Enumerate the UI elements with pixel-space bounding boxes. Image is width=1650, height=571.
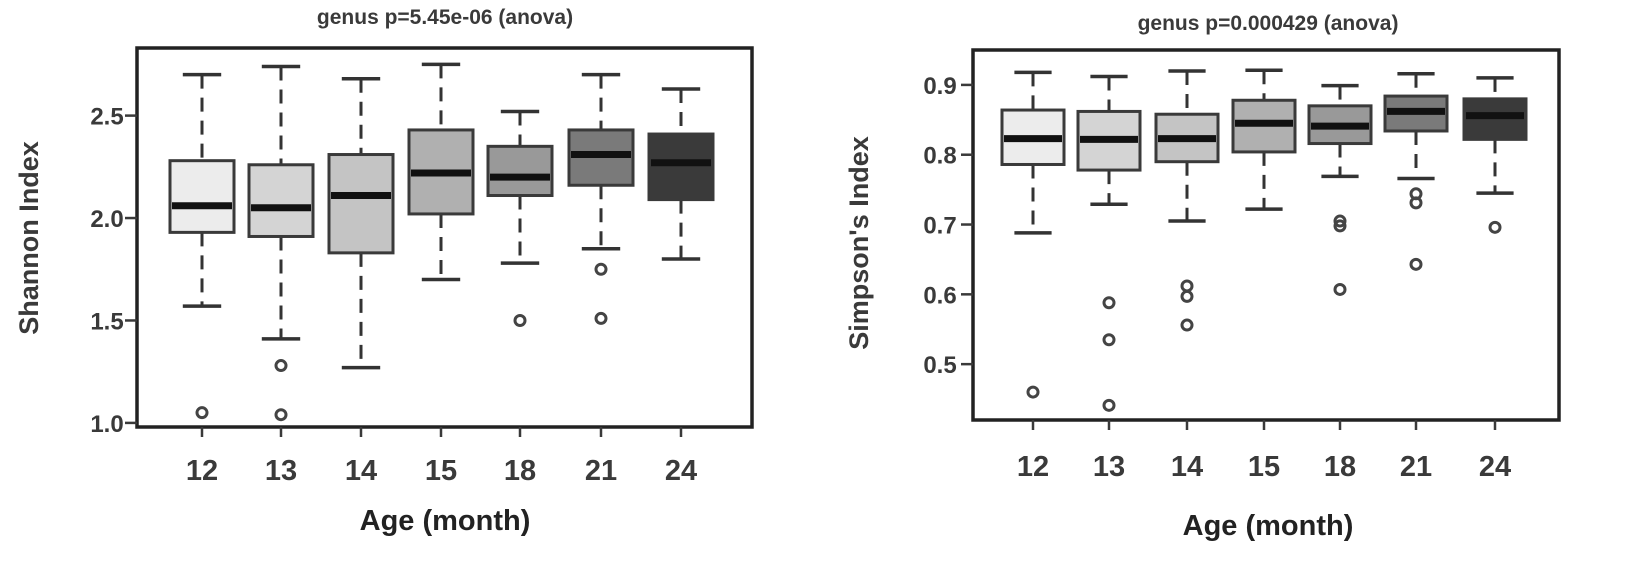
outlier-point (1488, 220, 1502, 234)
outlier-point (1180, 289, 1194, 303)
x-tick-label: 14 (1171, 451, 1203, 483)
x-tick-label: 14 (345, 455, 377, 487)
boxplot-panel-2: genus p=0.000429 (anova) 0.5 0.6 0.7 0.8 0.9 1… (844, 12, 1561, 542)
y-tick-label: 2.0 (90, 206, 123, 233)
box-12 (1000, 70, 1066, 399)
outlier-point (274, 408, 288, 422)
iqr-box (327, 153, 395, 255)
x-axis-label: Age (month) (1183, 510, 1354, 542)
box-21 (567, 72, 635, 325)
outlier-point (1102, 398, 1116, 412)
y-tick-label: 0.5 (923, 352, 956, 379)
x-tick-label: 18 (504, 455, 536, 487)
plot-frame (135, 46, 754, 429)
box-21 (1383, 71, 1449, 271)
outlier-point (513, 313, 527, 327)
x-tick-label: 21 (1400, 451, 1432, 483)
x-tick-label: 12 (1017, 451, 1049, 483)
y-tick-label: 1.0 (90, 411, 123, 438)
outlier-point (594, 262, 608, 276)
outlier-point (1180, 279, 1194, 293)
y-tick-label: 0.8 (923, 143, 956, 170)
y-tick-label: 0.7 (923, 213, 956, 240)
x-tick-label: 15 (425, 455, 457, 487)
box-14 (327, 76, 395, 370)
box-15 (407, 62, 475, 282)
box-24 (1462, 76, 1528, 234)
y-tick-label: 0.9 (923, 73, 956, 100)
y-tick-label: 2.5 (90, 104, 123, 131)
boxplot-panel-1: genus p=5.45e-06 (anova) 1.0 1.5 2.0 2.5 12 13… (14, 6, 754, 537)
x-tick-label: 21 (585, 455, 617, 487)
box-13 (247, 64, 315, 422)
y-tick-label: 0.6 (923, 282, 956, 309)
box-14 (1154, 69, 1220, 332)
outlier-point (1102, 333, 1116, 347)
iqr-box (486, 144, 554, 198)
box-12 (168, 72, 236, 420)
x-tick-label: 24 (1479, 451, 1511, 483)
outlier-point (274, 359, 288, 373)
x-axis-label: Age (month) (360, 505, 531, 537)
outlier-point (1333, 214, 1347, 228)
x-tick-label: 13 (265, 455, 297, 487)
outlier-point (195, 406, 209, 420)
box-13 (1076, 74, 1142, 412)
iqr-box (168, 159, 236, 234)
box-24 (647, 87, 715, 261)
iqr-box (647, 132, 715, 202)
outlier-point (1409, 257, 1423, 271)
outlier-point (1180, 318, 1194, 332)
y-tick-label: 1.5 (90, 308, 123, 335)
y-axis-label: Shannon Index (14, 141, 44, 335)
plot-frame (971, 48, 1561, 422)
chart-title: genus p=5.45e-06 (anova) (317, 6, 573, 29)
outlier-point (1102, 296, 1116, 310)
outlier-point (1026, 385, 1040, 399)
x-tick-label: 18 (1324, 451, 1356, 483)
box-15 (1231, 68, 1297, 211)
outlier-point (1409, 196, 1423, 210)
chart-title: genus p=0.000429 (anova) (1138, 12, 1399, 35)
box-18 (1307, 83, 1373, 296)
outlier-point (1333, 282, 1347, 296)
x-tick-label: 12 (186, 455, 218, 487)
y-axis-label: Simpson's Index (844, 136, 874, 349)
iqr-box (247, 163, 315, 238)
outlier-point (1333, 219, 1347, 233)
x-tick-label: 15 (1248, 451, 1280, 483)
x-tick-label: 24 (665, 455, 697, 487)
box-18 (486, 109, 554, 327)
outlier-point (594, 311, 608, 325)
x-tick-label: 13 (1093, 451, 1125, 483)
